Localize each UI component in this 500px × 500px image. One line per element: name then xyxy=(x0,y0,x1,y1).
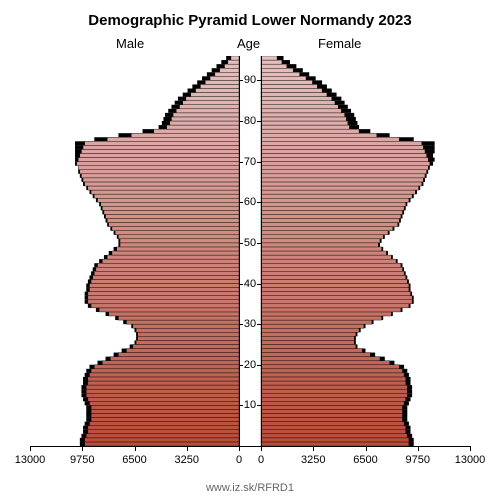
label-age: Age xyxy=(237,36,260,51)
chart-container: Demographic Pyramid Lower Normandy 2023 … xyxy=(0,0,500,500)
chart-title: Demographic Pyramid Lower Normandy 2023 xyxy=(0,12,500,29)
label-female: Female xyxy=(318,36,361,51)
footer-text: www.iz.sk/RFRD1 xyxy=(0,482,500,494)
label-male: Male xyxy=(116,36,144,51)
